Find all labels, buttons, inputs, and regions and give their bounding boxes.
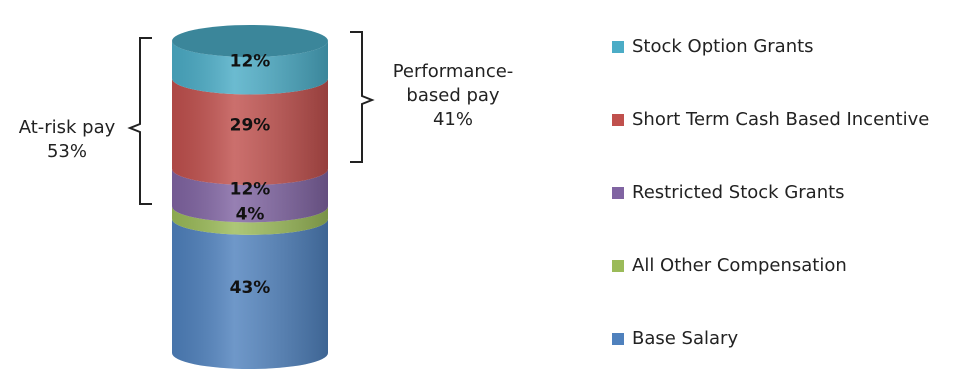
segment-shade-all-other-compensation: [172, 206, 328, 235]
legend-label: Short Term Cash Based Incentive: [632, 109, 930, 130]
legend-item-stock-option-grants: Stock Option Grants: [612, 36, 814, 57]
legend-swatch: [612, 186, 624, 199]
legend-swatch: [612, 40, 624, 53]
at-risk-value: 53%: [46, 141, 87, 162]
cylinder-top-cap: [172, 25, 328, 57]
legend-item-restricted-stock-grants: Restricted Stock Grants: [612, 182, 845, 203]
segment-labels: 43% 4% 12% 29% 12%: [230, 52, 271, 298]
performance-annotation: Performance- based pay 41%: [378, 60, 528, 132]
legend-item-all-other-compensation: All Other Compensation: [612, 255, 847, 276]
at-risk-bracket: [127, 37, 152, 205]
legend-label: All Other Compensation: [632, 255, 847, 276]
legend-swatch: [612, 332, 624, 345]
segment-shade-stock-option-grants: [172, 41, 328, 95]
performance-value: 41%: [432, 109, 473, 130]
legend-label: Restricted Stock Grants: [632, 182, 845, 203]
performance-bracket: [350, 31, 375, 163]
legend-label: Stock Option Grants: [632, 36, 814, 57]
segment-shade-base-salary: [172, 218, 328, 369]
legend-item-short-term-cash-based-incentive: Short Term Cash Based Incentive: [612, 109, 929, 130]
legend-label: Base Salary: [632, 328, 739, 349]
performance-label-line2: based pay: [406, 85, 500, 106]
data-label-stock-option-grants: 12%: [230, 52, 271, 72]
at-risk-annotation: At-risk pay 53%: [4, 116, 130, 164]
segment-shade-restricted-stock-grants: [172, 168, 328, 223]
data-label-restricted-stock-grants: 12%: [230, 180, 271, 200]
data-label-all-other-compensation: 4%: [236, 205, 265, 225]
performance-label-line1: Performance-: [392, 61, 514, 82]
legend-item-base-salary: Base Salary: [612, 328, 738, 349]
segment-shade-short-term-cash-based-incentive: [172, 78, 328, 185]
data-label-base-salary: 43%: [230, 278, 271, 298]
at-risk-label: At-risk pay: [18, 117, 116, 138]
cylinder-group: [172, 25, 328, 369]
data-label-short-term-cash-based-incentive: 29%: [230, 116, 271, 136]
legend-swatch: [612, 113, 624, 126]
legend-swatch: [612, 259, 624, 272]
